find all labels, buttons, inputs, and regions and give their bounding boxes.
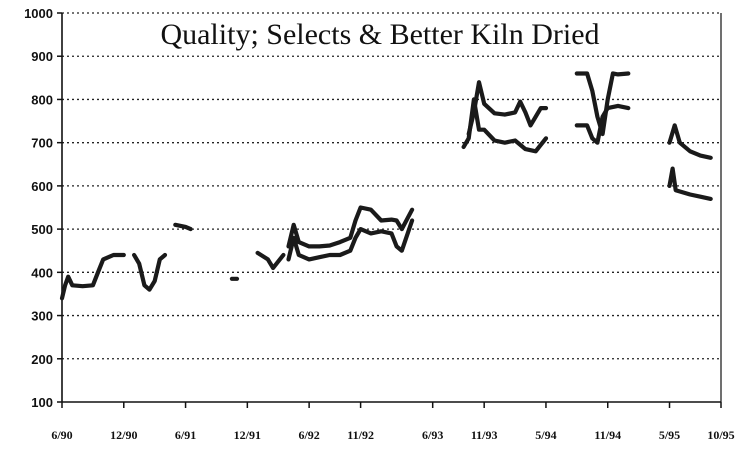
y-tick-label: 300 xyxy=(31,309,53,324)
series-1-line xyxy=(574,71,631,137)
x-tick-label: 11/93 xyxy=(471,428,498,442)
x-tick-label: 6/91 xyxy=(175,428,196,442)
x-tick-label: 6/90 xyxy=(51,428,72,442)
tick-labels: 100 200 300 400 500 600 700 800 900 1000 6/90 12/90… xyxy=(24,6,735,442)
chart-title: Quality; Selects & Better Kiln Dried xyxy=(160,18,599,51)
y-tick-label: 200 xyxy=(31,352,53,367)
y-tick-label: 400 xyxy=(31,265,53,280)
y-tick-label: 500 xyxy=(31,222,53,237)
axes xyxy=(57,12,722,408)
y-tick-label: 1000 xyxy=(24,6,53,21)
x-tick-label: 6/93 xyxy=(422,428,443,442)
series-1-line xyxy=(255,250,286,271)
series-1-line xyxy=(667,123,713,160)
x-tick-label: 6/92 xyxy=(298,428,319,442)
x-tick-label: 5/95 xyxy=(659,428,680,442)
x-tick-label: 5/94 xyxy=(535,428,556,442)
y-tick-label: 800 xyxy=(31,92,53,107)
y-tick-label: 700 xyxy=(31,136,53,151)
x-tick-label: 10/95 xyxy=(707,428,734,442)
series-1-line xyxy=(173,222,193,232)
series-1-line xyxy=(132,252,168,292)
x-tick-label: 12/91 xyxy=(234,428,261,442)
x-tick-label: 11/92 xyxy=(347,428,374,442)
series-2-line xyxy=(667,166,713,201)
x-tick-label: 11/94 xyxy=(594,428,621,442)
series-1-line xyxy=(59,252,126,301)
series-2-line xyxy=(461,97,549,154)
series-1-line xyxy=(286,205,415,249)
y-tick-label: 600 xyxy=(31,179,53,194)
series-1-line xyxy=(466,80,549,137)
series-2-line xyxy=(574,103,631,145)
y-tick-label: 100 xyxy=(31,395,53,410)
x-tick-label: 12/90 xyxy=(110,428,137,442)
series-2-line xyxy=(286,218,415,262)
series-lines xyxy=(59,71,713,301)
y-tick-label: 900 xyxy=(31,49,53,64)
